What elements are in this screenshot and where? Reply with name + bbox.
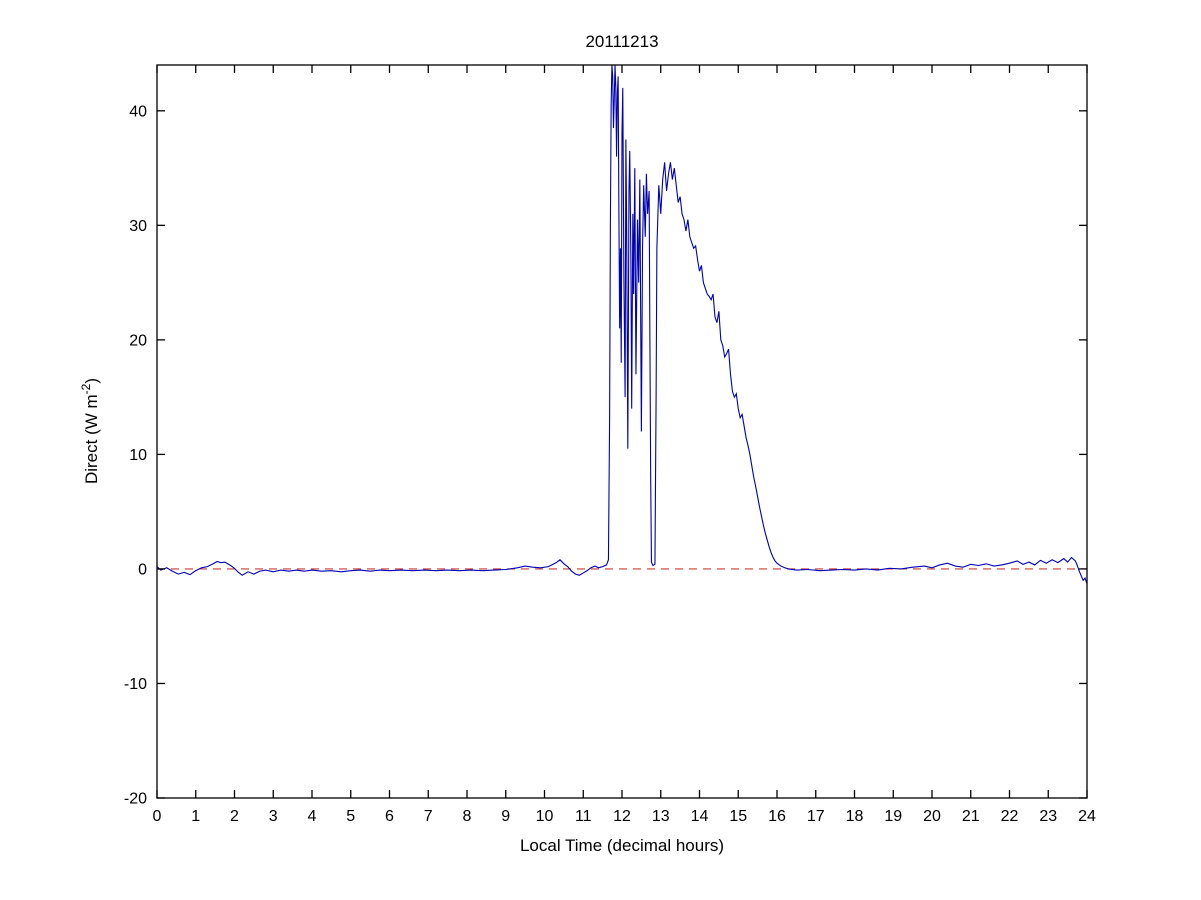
x-tick-label: 2 bbox=[230, 808, 239, 825]
x-tick-label: 24 bbox=[1078, 808, 1096, 825]
x-tick-label: 15 bbox=[729, 808, 747, 825]
x-tick-label: 12 bbox=[613, 808, 631, 825]
y-axis-label-main: Direct (W m bbox=[82, 394, 101, 484]
x-tick-label: 22 bbox=[1001, 808, 1019, 825]
y-axis-label-end: ) bbox=[82, 378, 101, 384]
x-tick-label: 11 bbox=[575, 808, 592, 825]
x-tick-label: 7 bbox=[424, 808, 433, 825]
direct-irradiance-line bbox=[157, 65, 1087, 585]
x-tick-label: 13 bbox=[652, 808, 670, 825]
x-tick-label: 18 bbox=[846, 808, 864, 825]
y-tick-label: 20 bbox=[129, 332, 147, 349]
y-axis-label-superscript: -2 bbox=[79, 383, 93, 394]
x-tick-label: 14 bbox=[691, 808, 709, 825]
y-axis-label: Direct (W m-2) bbox=[79, 378, 101, 484]
x-tick-label: 17 bbox=[807, 808, 825, 825]
x-tick-label: 23 bbox=[1039, 808, 1057, 825]
x-tick-label: 20 bbox=[923, 808, 941, 825]
x-tick-label: 0 bbox=[153, 808, 162, 825]
y-tick-label: 0 bbox=[138, 561, 147, 578]
x-tick-label: 4 bbox=[308, 808, 317, 825]
x-tick-label: 8 bbox=[463, 808, 472, 825]
x-tick-label: 16 bbox=[768, 808, 786, 825]
y-tick-label: 30 bbox=[129, 218, 147, 235]
x-tick-label: 1 bbox=[191, 808, 200, 825]
x-tick-label: 21 bbox=[962, 808, 980, 825]
x-tick-label: 5 bbox=[346, 808, 355, 825]
y-tick-label: 10 bbox=[129, 447, 147, 464]
y-tick-label: -10 bbox=[124, 676, 147, 693]
x-tick-label: 19 bbox=[884, 808, 902, 825]
x-tick-label: 9 bbox=[501, 808, 510, 825]
x-tick-label: 10 bbox=[536, 808, 554, 825]
chart-title: 20111213 bbox=[585, 32, 658, 51]
x-tick-label: 6 bbox=[385, 808, 394, 825]
y-tick-label: -20 bbox=[124, 791, 147, 808]
x-tick-label: 3 bbox=[269, 808, 278, 825]
x-axis-label: Local Time (decimal hours) bbox=[520, 836, 724, 855]
y-tick-label: 40 bbox=[129, 103, 147, 120]
